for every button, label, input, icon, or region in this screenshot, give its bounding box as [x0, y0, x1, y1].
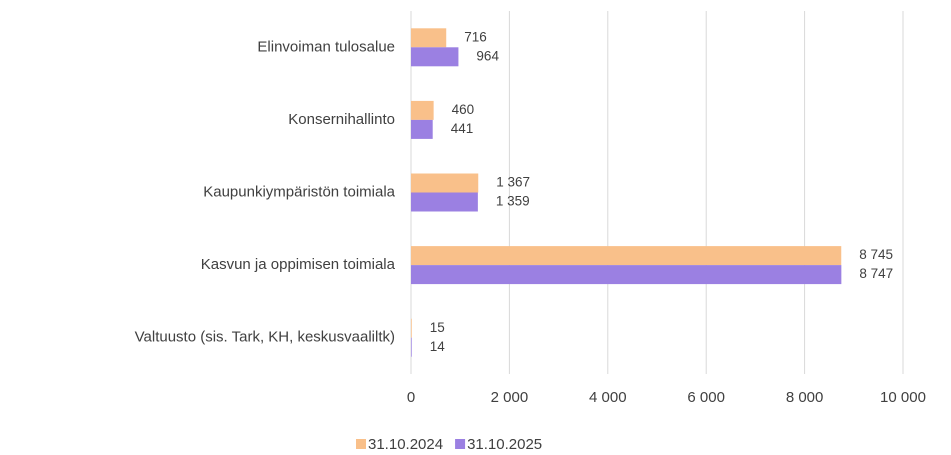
data-label: 441 [451, 121, 474, 136]
y-tick-label: Konsernihallinto [288, 111, 395, 128]
legend-swatch [356, 439, 366, 449]
legend-label: 31.10.2024 [368, 436, 443, 453]
bar [411, 47, 459, 67]
legend-label: 31.10.2025 [467, 436, 542, 453]
data-label: 716 [464, 29, 487, 44]
x-tick-label: 8 000 [786, 389, 824, 406]
bar [411, 119, 433, 139]
x-tick-label: 6 000 [687, 389, 725, 406]
y-tick-label: Elinvoiman tulosalue [257, 38, 395, 55]
bar [411, 192, 478, 212]
data-label: 15 [430, 320, 445, 335]
y-tick-label: Valtuusto (sis. Tark, KH, keskusvaaliltk… [135, 329, 395, 346]
data-label: 1 367 [496, 175, 530, 190]
bar [411, 265, 842, 285]
bar [411, 246, 842, 266]
y-tick-label: Kaupunkiympäristön toimiala [203, 183, 395, 200]
x-tick-label: 10 000 [880, 389, 926, 406]
legend-swatch [455, 439, 466, 449]
x-tick-label: 0 [407, 389, 415, 406]
data-label: 8 747 [859, 266, 893, 281]
bar [411, 318, 412, 338]
y-tick-label: Kasvun ja oppimisen toimiala [201, 256, 396, 273]
data-label: 8 745 [859, 247, 893, 262]
x-tick-label: 4 000 [589, 389, 627, 406]
data-label: 1 359 [496, 194, 530, 209]
data-label: 14 [430, 339, 446, 354]
bar [411, 28, 447, 48]
bar [411, 337, 412, 357]
bar [411, 100, 434, 120]
data-label: 460 [452, 102, 475, 117]
x-tick-label: 2 000 [491, 389, 529, 406]
bar [411, 173, 479, 193]
data-label: 964 [476, 48, 499, 63]
